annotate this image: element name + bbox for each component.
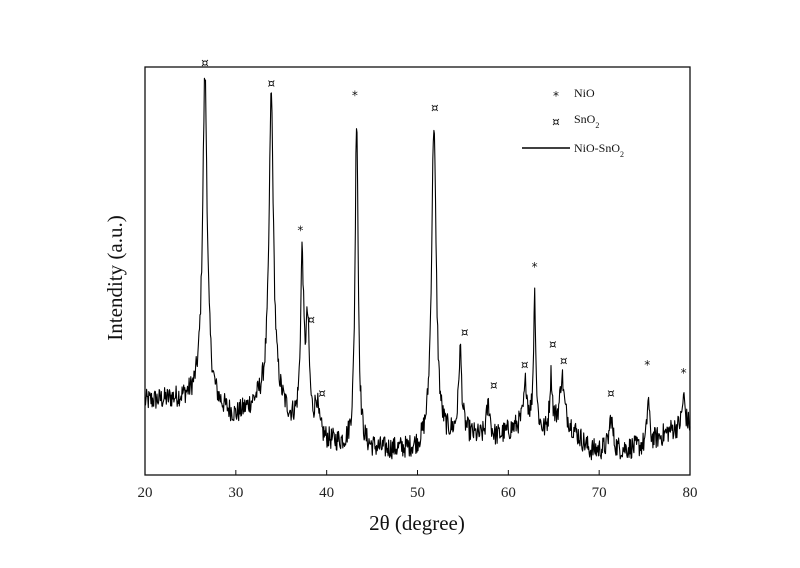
sno2-peak-marker: ¤ — [521, 358, 529, 372]
sno2-peak-marker: ¤ — [549, 338, 557, 352]
x-tick-label: 70 — [592, 485, 607, 501]
legend-label-sno2: SnO2 — [574, 112, 599, 130]
peak-markers: ¤¤*¤¤*¤¤¤¤*¤¤¤** — [201, 56, 687, 400]
x-tick-label: 60 — [501, 485, 516, 501]
legend-label-nio: NiO — [574, 86, 595, 100]
x-tick-label: 30 — [228, 485, 243, 501]
sno2-peak-marker: ¤ — [267, 76, 275, 90]
sno2-peak-marker: ¤ — [431, 101, 439, 115]
x-tick-label: 40 — [319, 485, 334, 501]
x-axis-tick-labels: 20 30 40 50 60 70 80 — [138, 485, 698, 501]
x-axis-ticks — [144, 470, 691, 475]
sno2-peak-marker: ¤ — [461, 325, 469, 339]
x-tick-label: 80 — [683, 485, 698, 501]
y-axis-title: Intendity (a.u.) — [103, 215, 127, 340]
x-tick-label: 50 — [410, 485, 425, 501]
sno2-peak-marker: ¤ — [201, 56, 209, 70]
nio-peak-marker: * — [352, 89, 358, 103]
plot-frame — [144, 66, 691, 476]
nio-peak-marker: * — [681, 366, 687, 380]
x-axis-title: 2θ (degree) — [369, 511, 465, 535]
sno2-peak-marker: ¤ — [560, 354, 568, 368]
nio-peak-marker: * — [297, 223, 303, 237]
sno2-peak-marker: ¤ — [307, 313, 315, 327]
sno2-peak-marker: ¤ — [607, 386, 615, 400]
legend-symbol-sno2: ¤ — [552, 115, 560, 129]
nio-peak-marker: * — [532, 260, 538, 274]
legend-symbol-nio: * — [553, 89, 559, 103]
x-tick-label: 20 — [138, 485, 153, 501]
sno2-peak-marker: ¤ — [318, 386, 326, 400]
nio-peak-marker: * — [644, 358, 650, 372]
sno2-peak-marker: ¤ — [490, 378, 498, 392]
legend: * NiO ¤ SnO2 NiO-SnO2 — [522, 86, 624, 159]
legend-label-nio-sno2: NiO-SnO2 — [574, 141, 624, 159]
series-line-nio-sno2 — [144, 77, 691, 461]
